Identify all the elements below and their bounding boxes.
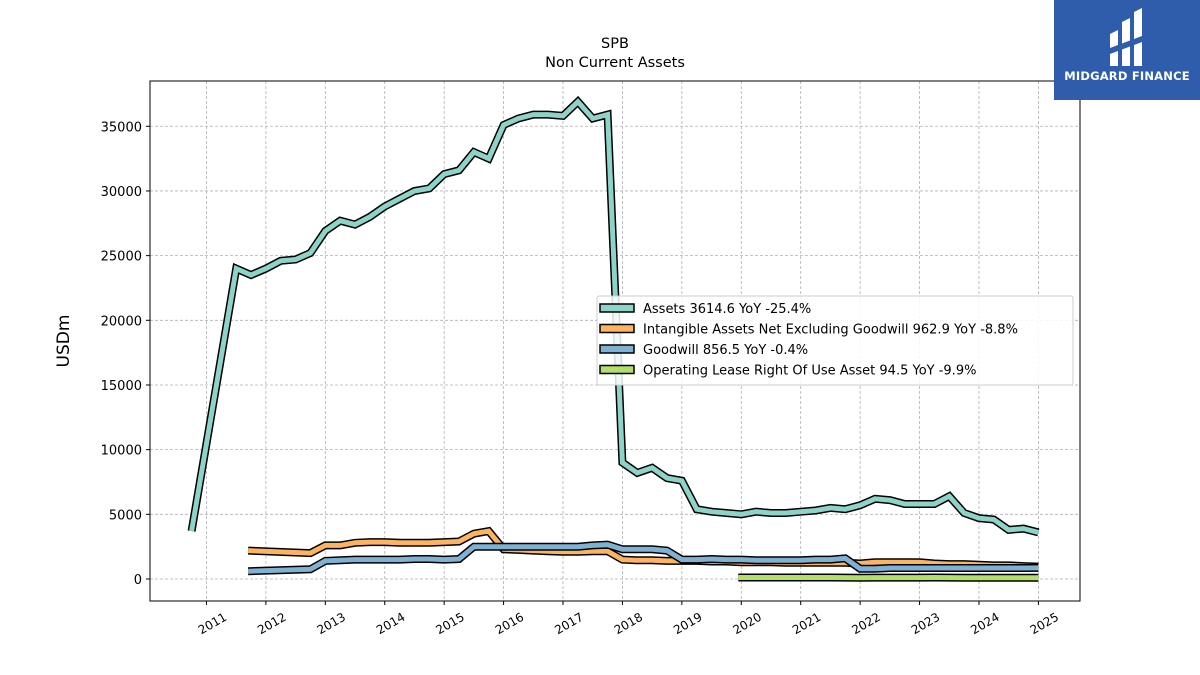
x-tick-label: 2021 [790,610,823,637]
legend-swatch [599,344,635,354]
y-tick-label: 25000 [101,250,142,265]
brand-logo: MIDGARD FINANCE [1054,0,1200,100]
chart-title: SPB [601,36,629,52]
y-tick-label: 30000 [101,185,142,200]
x-tick-label: 2011 [196,610,229,637]
y-axis-ticks: 0 5000 10000 15000 20000 25000 30000 35000 [101,120,150,588]
series-line-1 [247,528,1039,570]
x-tick-label: 2013 [315,610,348,637]
brand-name: MIDGARD FINANCE [1064,69,1190,83]
x-tick-label: 2015 [433,610,466,637]
legend: Assets 3614.6 YoY -25.4% Intangible Asset… [596,295,1074,386]
y-axis-label: USDm [54,315,74,368]
x-axis-ticks: 2011 2012 2013 2014 2015 2016 2017 2018 2019 2020… [196,601,1061,637]
legend-swatch [599,323,635,334]
y-tick-label: 10000 [101,444,142,459]
legend-swatch [599,303,635,313]
x-tick-label: 2014 [374,610,407,637]
x-tick-label: 2025 [1028,610,1061,637]
midgard-logo-icon [1110,8,1142,66]
y-tick-label: 0 [134,573,142,588]
series-group [187,95,1040,582]
series-line-2 [248,542,1039,574]
x-tick-label: 2023 [909,610,942,637]
legend-entry: Intangible Assets Net Excluding Goodwill… [643,323,1018,338]
y-tick-label: 5000 [109,508,142,523]
series-lines [187,95,1040,582]
legend-box [596,295,1074,386]
y-tick-label: 15000 [101,379,142,394]
legend-entry: Assets 3614.6 YoY -25.4% [643,302,811,317]
series-line-0 [189,98,1040,535]
legend-entry: Goodwill 856.5 YoY -0.4% [643,343,808,358]
x-tick-label: 2017 [552,610,585,637]
x-tick-label: 2016 [493,610,526,637]
plot-frame [149,80,1081,602]
y-tick-label: 20000 [101,314,142,329]
x-tick-label: 2022 [849,610,882,637]
x-tick-label: 2020 [731,610,764,637]
x-tick-label: 2012 [255,610,288,637]
legend-swatch [599,364,635,375]
legend-entry: Operating Lease Right Of Use Asset 94.5 … [643,364,976,379]
chart-subtitle: Non Current Assets [545,55,685,71]
x-tick-label: 2018 [612,610,645,637]
x-tick-label: 2019 [671,610,704,637]
x-tick-label: 2024 [968,610,1001,637]
y-tick-label: 35000 [101,120,142,135]
